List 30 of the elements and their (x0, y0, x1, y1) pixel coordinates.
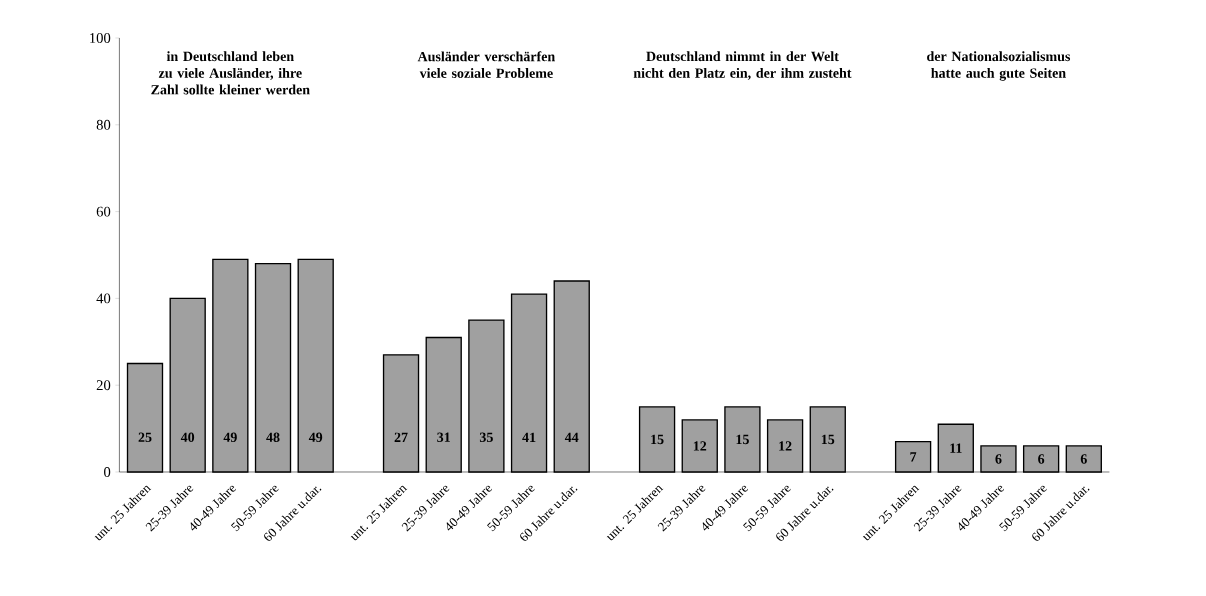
data-label: 6 (1080, 454, 1087, 464)
data-label: 12 (693, 441, 707, 451)
data-label: 15 (821, 434, 835, 445)
y-tick-label: 100 (90, 33, 111, 43)
data-label: 35 (479, 432, 493, 442)
y-tick-label: 20 (96, 380, 111, 391)
data-label: 48 (266, 432, 280, 443)
data-label: 11 (950, 443, 962, 453)
annotation: Ausländer verschärfen viele soziale Probleme (417, 51, 555, 78)
y-tick-label: 80 (96, 119, 111, 130)
annotation: der Nationalsozialismus hatte auch gute Seiten (927, 51, 1071, 81)
data-label: 6 (1038, 454, 1045, 464)
data-label: 27 (394, 432, 408, 442)
data-label: 49 (223, 432, 237, 442)
data-label: 49 (308, 432, 323, 442)
data-label: 31 (437, 432, 450, 442)
data-label: 15 (651, 434, 664, 445)
y-tick-label: 0 (104, 467, 111, 477)
data-label: 15 (736, 434, 749, 445)
y-tick-label: 40 (96, 293, 111, 304)
data-label: 7 (910, 452, 917, 462)
data-label: 41 (522, 432, 536, 442)
data-label: 25 (138, 432, 152, 442)
annotation: in Deutschland leben zu viele Ausländer, ihre Zahl sollte kleiner werden (151, 51, 310, 95)
data-label: 6 (995, 454, 1002, 464)
y-tick-label: 60 (96, 206, 111, 217)
data-label: 12 (779, 441, 792, 451)
data-label: 44 (564, 432, 579, 442)
annotation: Deutschland nimmt in der Welt nicht den Platz ein, der ihm zusteht (633, 51, 852, 80)
data-label: 40 (180, 432, 195, 443)
